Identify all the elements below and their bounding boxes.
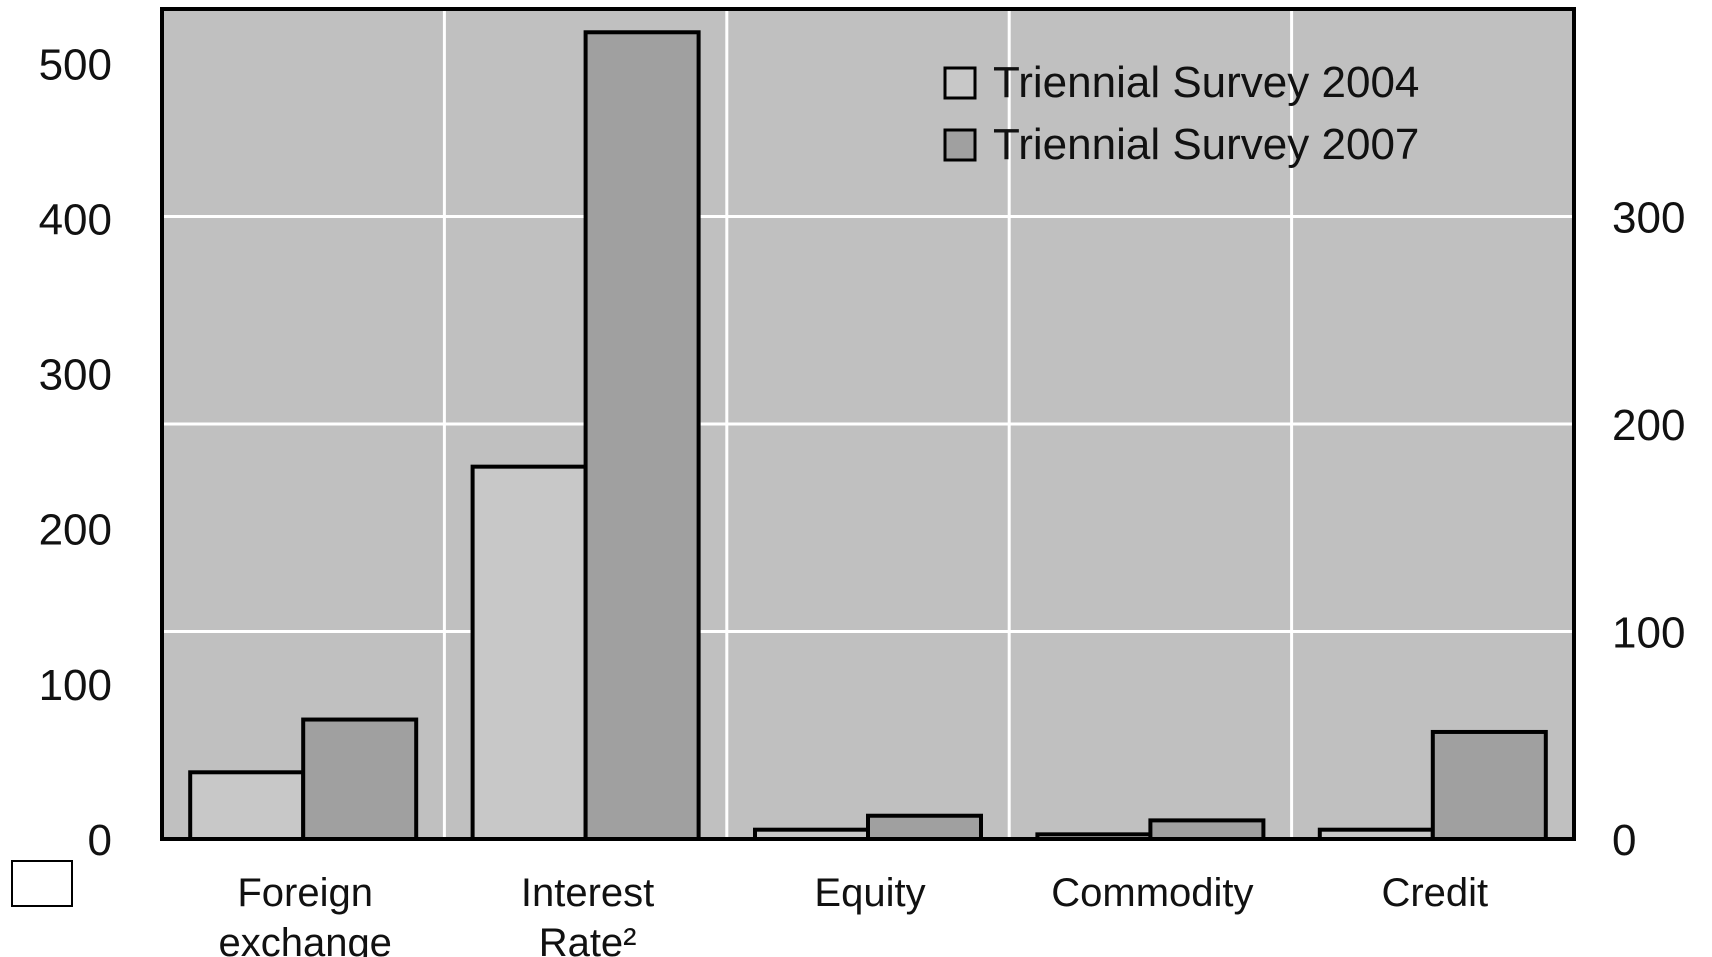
left-tick-label: 0 <box>88 816 112 865</box>
bar-2007-2 <box>866 813 983 841</box>
category-label: Commodity <box>1051 871 1253 915</box>
corner-empty-box <box>11 860 73 907</box>
right-tick-label: 300 <box>1612 194 1685 243</box>
right-tick-label: 100 <box>1612 609 1685 658</box>
bar-2004-1 <box>470 464 588 841</box>
right-tick-label: 200 <box>1612 401 1685 450</box>
category-labels: Foreign exchange Interest Rate² Equity Commod… <box>218 871 1488 957</box>
left-tick-label: 300 <box>39 351 112 400</box>
legend-swatch-1 <box>943 66 977 100</box>
bars <box>188 30 1548 842</box>
left-tick-label: 100 <box>39 661 112 710</box>
left-axis-ticks: 0 100 200 300 400 500 <box>39 40 112 865</box>
right-tick-label: 0 <box>1612 816 1636 865</box>
bar-2007-0 <box>301 717 419 841</box>
category-label: Equity <box>814 871 925 915</box>
category-label: exchange <box>218 921 391 957</box>
category-label: Credit <box>1381 871 1488 915</box>
plot-border <box>160 7 1576 841</box>
legend-label-2: Triennial Survey 2007 <box>993 120 1419 169</box>
left-tick-label: 400 <box>39 195 112 244</box>
legend-label-1: Triennial Survey 2004 <box>993 58 1419 107</box>
category-label: Rate² <box>539 921 637 957</box>
bar-2007-3 <box>1148 818 1266 842</box>
category-label: Foreign <box>237 871 373 915</box>
legend: Triennial Survey 2004 Triennial Survey 20… <box>943 58 1419 169</box>
bar-2007-4 <box>1430 729 1548 841</box>
left-tick-label: 500 <box>39 40 112 89</box>
bar-2007-1 <box>583 30 701 841</box>
left-tick-label: 200 <box>39 506 112 555</box>
category-label: Interest <box>521 871 654 915</box>
bar-2004-0 <box>188 770 306 842</box>
right-axis-ticks: 0 100 200 300 <box>1612 194 1685 866</box>
gridlines <box>162 9 1574 839</box>
legend-swatch-2 <box>943 128 977 162</box>
